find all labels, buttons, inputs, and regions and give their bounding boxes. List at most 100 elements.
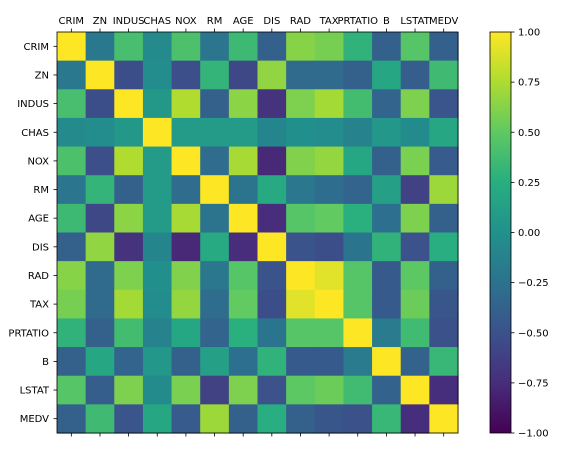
heatmap-cell-MEDV-RAD <box>286 404 316 434</box>
heatmap-cell-PRTATIO-AGE <box>228 318 259 348</box>
heatmap-cell-CRIM-RM <box>200 32 230 62</box>
heatmap-cell-MEDV-B <box>372 404 402 434</box>
heatmap-cell-MEDV-ZN <box>85 404 115 434</box>
heatmap-cell-NOX-NOX <box>171 146 201 176</box>
heatmap-cell-CRIM-CHAS <box>142 32 173 62</box>
heatmap-cell-TAX-LSTAT <box>400 289 430 320</box>
heatmap-cell-TAX-DIS <box>257 289 287 320</box>
heatmap-cell-AGE-NOX <box>171 203 201 234</box>
heatmap-cell-MEDV-CRIM <box>57 404 87 434</box>
x-tick-label: MEDV <box>429 16 458 27</box>
y-tick-label: NOX <box>27 156 49 167</box>
heatmap-cell-CRIM-DIS <box>257 32 287 62</box>
y-tick-label: RM <box>33 185 49 196</box>
heatmap-cell-RAD-LSTAT <box>400 261 430 291</box>
heatmap-cell-INDUS-RM <box>200 89 230 119</box>
y-tick-label: ZN <box>35 70 49 81</box>
heatmap-cell-NOX-LSTAT <box>400 146 430 176</box>
heatmap-cells <box>57 32 459 434</box>
heatmap-cell-INDUS-AGE <box>228 89 259 119</box>
heatmap-cell-MEDV-LSTAT <box>400 404 430 434</box>
heatmap-cell-LSTAT-CHAS <box>142 375 173 405</box>
heatmap-cell-NOX-DIS <box>257 146 287 176</box>
heatmap-cell-ZN-PRTATIO <box>343 60 373 90</box>
heatmap-cell-B-LSTAT <box>400 347 430 377</box>
heatmap-cell-ZN-RAD <box>286 60 316 90</box>
heatmap-cell-CHAS-RAD <box>286 117 316 148</box>
x-tick-label: B <box>383 16 390 27</box>
heatmap-cell-LSTAT-PRTATIO <box>343 375 373 405</box>
heatmap-cell-RAD-NOX <box>171 261 201 291</box>
heatmap-cell-NOX-ZN <box>85 146 115 176</box>
y-tick-label: TAX <box>29 300 49 311</box>
heatmap-cell-RAD-CHAS <box>142 261 173 291</box>
heatmap-cell-PRTATIO-LSTAT <box>400 318 430 348</box>
heatmap-cell-CRIM-LSTAT <box>400 32 430 62</box>
heatmap-cell-DIS-AGE <box>228 232 259 262</box>
colorbar-tick-label: 0.25 <box>518 178 540 189</box>
heatmap-cell-AGE-PRTATIO <box>343 203 373 234</box>
heatmap-cell-RM-B <box>372 175 402 205</box>
y-tick-label: CHAS <box>21 128 49 139</box>
colorbar-tick-label: −0.75 <box>518 378 549 389</box>
x-tick-label: ZN <box>93 16 107 27</box>
heatmap-cell-PRTATIO-RM <box>200 318 230 348</box>
heatmap-cell-RM-MEDV <box>429 175 459 205</box>
heatmap-cell-RM-ZN <box>85 175 115 205</box>
heatmap-cell-RAD-RAD <box>286 261 316 291</box>
heatmap-cell-AGE-B <box>372 203 402 234</box>
heatmap-cell-CHAS-B <box>372 117 402 148</box>
heatmap-cell-TAX-CHAS <box>142 289 173 320</box>
heatmap-cell-B-NOX <box>171 347 201 377</box>
heatmap-cell-LSTAT-CRIM <box>57 375 87 405</box>
heatmap-cell-MEDV-RM <box>200 404 230 434</box>
heatmap-cell-CHAS-AGE <box>228 117 259 148</box>
heatmap-cell-NOX-RAD <box>286 146 316 176</box>
heatmap-cell-B-ZN <box>85 347 115 377</box>
heatmap-cell-LSTAT-B <box>372 375 402 405</box>
colorbar-gradient <box>489 31 512 434</box>
heatmap-cell-PRTATIO-ZN <box>85 318 115 348</box>
heatmap-cell-LSTAT-TAX <box>314 375 345 405</box>
heatmap-cell-INDUS-PRTATIO <box>343 89 373 119</box>
heatmap-cell-NOX-B <box>372 146 402 176</box>
heatmap-cell-DIS-RM <box>200 232 230 262</box>
heatmap-cell-B-RM <box>200 347 230 377</box>
heatmap-cell-RM-CRIM <box>57 175 87 205</box>
heatmap-cell-RM-DIS <box>257 175 287 205</box>
heatmap-cell-PRTATIO-RAD <box>286 318 316 348</box>
heatmap-cell-RM-NOX <box>171 175 201 205</box>
heatmap-cell-PRTATIO-NOX <box>171 318 201 348</box>
heatmap-cell-NOX-MEDV <box>429 146 459 176</box>
x-tick-label: RAD <box>290 16 311 27</box>
colorbar-tick-label: −0.25 <box>518 278 549 289</box>
heatmap-cell-INDUS-DIS <box>257 89 287 119</box>
heatmap-cell-AGE-RAD <box>286 203 316 234</box>
heatmap-cell-LSTAT-RM <box>200 375 230 405</box>
heatmap-cell-NOX-CRIM <box>57 146 87 176</box>
heatmap-cell-PRTATIO-CHAS <box>142 318 173 348</box>
heatmap-cell-TAX-RM <box>200 289 230 320</box>
heatmap-cell-CHAS-DIS <box>257 117 287 148</box>
heatmap-cell-ZN-ZN <box>85 60 115 90</box>
heatmap-cell-B-DIS <box>257 347 287 377</box>
heatmap-cell-DIS-MEDV <box>429 232 459 262</box>
heatmap-cell-CHAS-CHAS <box>142 117 173 148</box>
heatmap-cell-NOX-INDUS <box>114 146 144 176</box>
heatmap-cell-RAD-CRIM <box>57 261 87 291</box>
y-tick-label: LSTAT <box>20 386 50 397</box>
x-tick-label: TAX <box>319 16 339 27</box>
x-tick-label: CHAS <box>143 16 171 27</box>
heatmap-cell-TAX-RAD <box>286 289 316 320</box>
heatmap-cell-DIS-ZN <box>85 232 115 262</box>
heatmap-cell-INDUS-ZN <box>85 89 115 119</box>
heatmap-cell-DIS-DIS <box>257 232 287 262</box>
x-tick-label: LSTAT <box>400 16 430 27</box>
heatmap-cell-MEDV-INDUS <box>114 404 144 434</box>
heatmap-cell-AGE-DIS <box>257 203 287 234</box>
heatmap-cell-DIS-NOX <box>171 232 201 262</box>
heatmap-cell-LSTAT-NOX <box>171 375 201 405</box>
heatmap-cell-MEDV-PRTATIO <box>343 404 373 434</box>
heatmap-cell-PRTATIO-PRTATIO <box>343 318 373 348</box>
heatmap-cell-AGE-CHAS <box>142 203 173 234</box>
